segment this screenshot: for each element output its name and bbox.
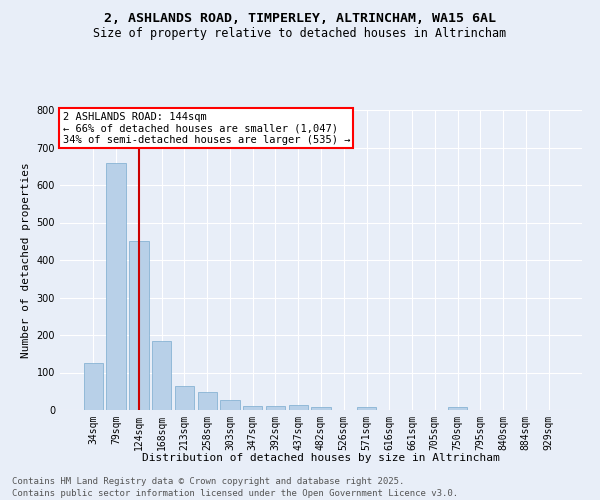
Text: Contains public sector information licensed under the Open Government Licence v3: Contains public sector information licen… — [12, 489, 458, 498]
Bar — [289, 405, 308, 410]
Bar — [106, 162, 126, 410]
Bar — [84, 363, 103, 410]
X-axis label: Distribution of detached houses by size in Altrincham: Distribution of detached houses by size … — [142, 453, 500, 463]
Text: 2 ASHLANDS ROAD: 144sqm
← 66% of detached houses are smaller (1,047)
34% of semi: 2 ASHLANDS ROAD: 144sqm ← 66% of detache… — [62, 112, 350, 144]
Bar — [357, 407, 376, 410]
Bar — [152, 340, 172, 410]
Text: Size of property relative to detached houses in Altrincham: Size of property relative to detached ho… — [94, 28, 506, 40]
Bar — [311, 408, 331, 410]
Bar — [175, 386, 194, 410]
Bar — [243, 406, 262, 410]
Y-axis label: Number of detached properties: Number of detached properties — [21, 162, 31, 358]
Text: Contains HM Land Registry data © Crown copyright and database right 2025.: Contains HM Land Registry data © Crown c… — [12, 478, 404, 486]
Bar — [266, 406, 285, 410]
Text: 2, ASHLANDS ROAD, TIMPERLEY, ALTRINCHAM, WA15 6AL: 2, ASHLANDS ROAD, TIMPERLEY, ALTRINCHAM,… — [104, 12, 496, 26]
Bar — [197, 392, 217, 410]
Bar — [220, 400, 239, 410]
Bar — [129, 242, 149, 410]
Bar — [448, 407, 467, 410]
